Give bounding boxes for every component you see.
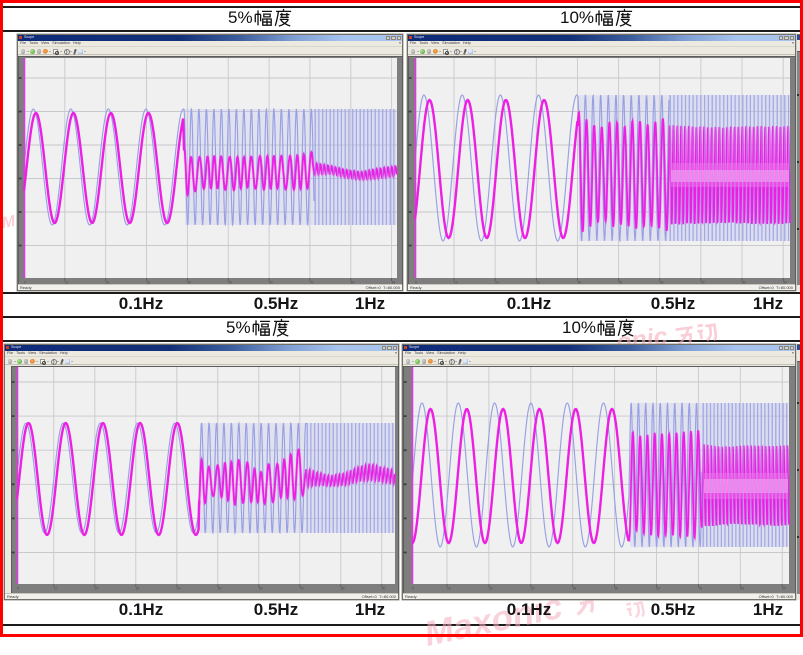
svg-text:50: 50 bbox=[615, 587, 619, 591]
svg-text:30: 30 bbox=[536, 281, 540, 285]
svg-text:10: 10 bbox=[65, 281, 69, 285]
svg-text:40: 40 bbox=[578, 281, 582, 285]
svg-text:20: 20 bbox=[95, 587, 99, 591]
svg-text:40: 40 bbox=[187, 281, 191, 285]
svg-text:60: 60 bbox=[660, 281, 664, 285]
svg-text:40: 40 bbox=[573, 587, 577, 591]
svg-text:20: 20 bbox=[106, 281, 110, 285]
svg-text:0: 0 bbox=[17, 587, 19, 591]
svg-text:70: 70 bbox=[701, 281, 705, 285]
svg-text:30: 30 bbox=[147, 281, 151, 285]
svg-text:90: 90 bbox=[392, 281, 396, 285]
svg-text:50: 50 bbox=[228, 281, 232, 285]
svg-text:0: 0 bbox=[415, 281, 417, 285]
svg-text:80: 80 bbox=[742, 281, 746, 285]
svg-text:10: 10 bbox=[454, 281, 458, 285]
svg-text:20: 20 bbox=[495, 281, 499, 285]
svg-text:70: 70 bbox=[310, 281, 314, 285]
svg-text:0: 0 bbox=[412, 587, 414, 591]
svg-text:10: 10 bbox=[447, 587, 451, 591]
svg-text:60: 60 bbox=[657, 587, 661, 591]
svg-text:10: 10 bbox=[54, 587, 58, 591]
svg-text:80: 80 bbox=[740, 587, 744, 591]
svg-text:40: 40 bbox=[177, 587, 181, 591]
svg-text:80: 80 bbox=[341, 587, 345, 591]
svg-text:90: 90 bbox=[382, 587, 386, 591]
svg-text:70: 70 bbox=[698, 587, 702, 591]
svg-text:0: 0 bbox=[24, 281, 26, 285]
svg-text:30: 30 bbox=[531, 587, 535, 591]
svg-text:90: 90 bbox=[782, 587, 786, 591]
svg-text:80: 80 bbox=[351, 281, 355, 285]
svg-text:20: 20 bbox=[489, 587, 493, 591]
svg-text:60: 60 bbox=[269, 281, 273, 285]
svg-text:30: 30 bbox=[136, 587, 140, 591]
svg-text:70: 70 bbox=[300, 587, 304, 591]
svg-text:50: 50 bbox=[218, 587, 222, 591]
svg-text:50: 50 bbox=[619, 281, 623, 285]
svg-text:90: 90 bbox=[783, 281, 787, 285]
svg-text:60: 60 bbox=[259, 587, 263, 591]
